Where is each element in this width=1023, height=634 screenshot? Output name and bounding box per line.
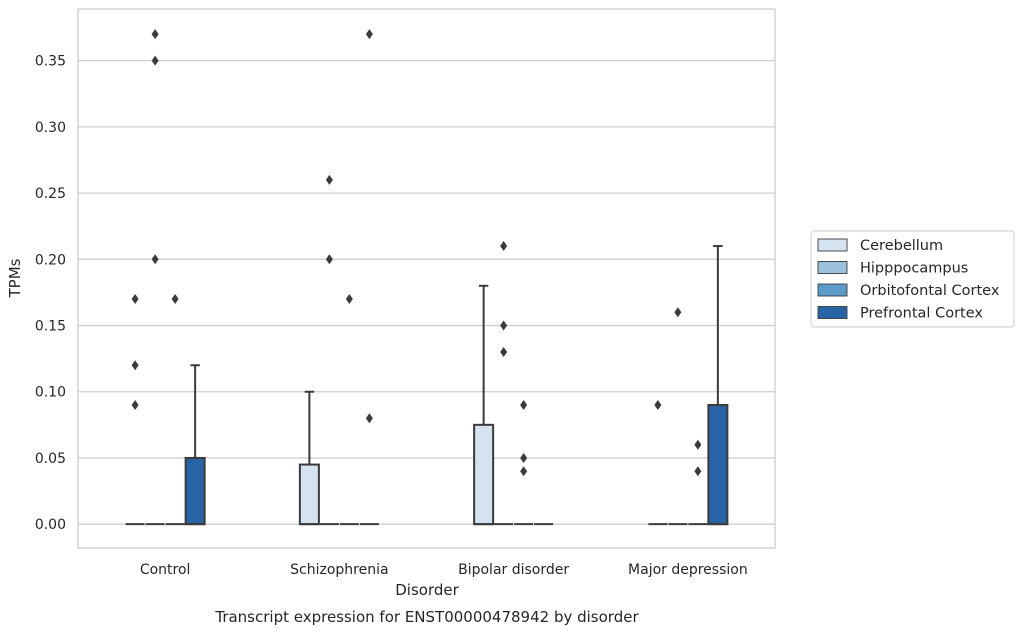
- outlier-point: [151, 254, 159, 265]
- outlier-point: [151, 55, 159, 66]
- box-group: [688, 439, 708, 526]
- box: [473, 423, 495, 526]
- x-tick-label: Major depression: [628, 562, 748, 578]
- outlier-point: [694, 466, 702, 477]
- y-tick-label: 0.35: [35, 54, 66, 70]
- outlier-point: [520, 452, 528, 463]
- x-tick-label: Control: [140, 562, 191, 578]
- outlier-point: [131, 294, 139, 305]
- legend-swatch: [817, 238, 848, 252]
- legend-frame: [810, 230, 1015, 328]
- box: [707, 403, 729, 526]
- gridlines: [78, 60, 775, 525]
- y-tick-label: 0.05: [35, 451, 66, 467]
- outlier-point: [325, 174, 333, 185]
- box: [184, 456, 206, 526]
- plot-frame: [77, 8, 776, 549]
- box-group: [648, 399, 668, 526]
- outlier-point: [520, 466, 528, 477]
- legend-label: Orbitofontal Cortex: [860, 283, 1000, 299]
- y-axis-label: TPMs: [6, 258, 24, 298]
- box-group: [668, 307, 688, 526]
- outlier-point: [654, 399, 662, 410]
- x-tick-label: Schizophrenia: [290, 562, 388, 578]
- box-group: [298, 390, 320, 526]
- legend-label: Cerebellum: [860, 238, 943, 254]
- outlier-point: [365, 29, 373, 40]
- box-group: [319, 174, 339, 526]
- box-group: [184, 364, 206, 526]
- box-group: [514, 399, 534, 526]
- x-tick-label: Bipolar disorder: [458, 562, 569, 578]
- outlier-point: [520, 399, 528, 410]
- box-group: [145, 29, 165, 526]
- outlier-point: [151, 29, 159, 40]
- outlier-point: [131, 360, 139, 371]
- y-tick-label: 0.20: [35, 252, 66, 268]
- outlier-point: [500, 347, 508, 357]
- legend-swatch: [817, 261, 848, 274]
- y-tick-label: 0.30: [35, 120, 66, 136]
- legend-label: Hipppocampus: [860, 261, 968, 277]
- outlier-point: [131, 399, 139, 410]
- outlier-point: [500, 241, 508, 252]
- outlier-point: [171, 294, 179, 305]
- box-group: [339, 294, 359, 526]
- box-group: [494, 241, 514, 526]
- legend: Cerebellum Hipppocampus Orbitofontal Corte…: [810, 230, 1015, 328]
- outlier-point: [325, 254, 333, 265]
- box-plots: [125, 29, 729, 526]
- box: [298, 463, 320, 526]
- outlier-point: [345, 294, 353, 305]
- outlier-point: [694, 439, 702, 450]
- box-group: [165, 294, 185, 526]
- outlier-point: [674, 307, 682, 318]
- legend-swatch: [817, 283, 848, 297]
- legend-swatch: [817, 306, 848, 319]
- outlier-point: [365, 413, 373, 424]
- box-group: [707, 245, 729, 526]
- x-axis-label: Disorder: [395, 581, 459, 599]
- legend-label: Prefrontal Cortex: [860, 306, 983, 322]
- outlier-point: [500, 320, 508, 331]
- box-group: [359, 29, 379, 526]
- x-tick-labels: Control Schizophrenia Bipolar disorder Majo…: [140, 562, 748, 578]
- y-tick-label: 0.25: [35, 186, 66, 202]
- chart-caption: Transcript expression for ENST0000047894…: [214, 608, 639, 626]
- y-tick-label: 0.15: [35, 319, 66, 335]
- y-tick-label: 0.00: [35, 517, 66, 533]
- box-group: [125, 294, 145, 526]
- y-tick-label: 0.10: [35, 385, 66, 401]
- box-group: [473, 284, 495, 526]
- y-tick-labels: 0.00 0.05 0.10 0.15 0.20 0.25 0.30 0.35: [35, 54, 66, 534]
